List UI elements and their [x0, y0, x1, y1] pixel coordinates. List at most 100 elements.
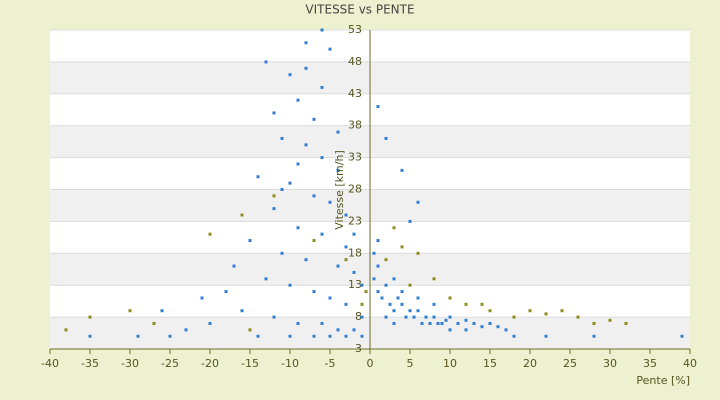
point: [64, 328, 68, 332]
point: [248, 239, 252, 243]
point: [372, 277, 376, 281]
point: [280, 251, 284, 255]
point: [432, 277, 436, 281]
point: [296, 98, 300, 102]
point: [320, 232, 324, 236]
point: [360, 302, 364, 306]
point: [448, 315, 452, 319]
plot-area: 38131823283338434853-40-35-30-25-20-15-1…: [41, 23, 697, 370]
point: [336, 264, 340, 268]
x-tick-label: -10: [281, 357, 299, 370]
point: [464, 328, 468, 332]
point: [320, 156, 324, 160]
point: [624, 321, 628, 325]
point: [380, 296, 384, 300]
point: [392, 277, 396, 281]
point: [312, 239, 316, 243]
point: [288, 73, 292, 77]
point: [312, 290, 316, 294]
point: [488, 309, 492, 313]
point: [248, 328, 252, 332]
point: [376, 264, 380, 268]
point: [304, 143, 308, 147]
point: [400, 168, 404, 172]
point: [264, 60, 268, 64]
point: [392, 226, 396, 230]
point: [296, 321, 300, 325]
point: [320, 28, 324, 32]
point: [376, 105, 380, 109]
point: [480, 302, 484, 306]
point: [416, 200, 420, 204]
point: [416, 296, 420, 300]
point: [384, 315, 388, 319]
point: [504, 328, 508, 332]
point: [352, 232, 356, 236]
point: [488, 321, 492, 325]
point: [372, 251, 376, 255]
chart-title: VITESSE vs PENTE: [305, 3, 414, 17]
point: [184, 328, 188, 332]
point: [416, 309, 420, 313]
point: [272, 315, 276, 319]
point: [320, 321, 324, 325]
point: [344, 258, 348, 262]
point: [544, 312, 548, 316]
point: [256, 175, 260, 179]
point: [280, 188, 284, 191]
point: [416, 251, 420, 255]
point: [592, 321, 596, 325]
point: [280, 136, 284, 140]
y-axis-label: Vitesse [km/h]: [333, 150, 346, 230]
x-tick-label: 0: [367, 357, 374, 370]
point: [464, 302, 468, 306]
point: [496, 325, 500, 329]
point: [428, 321, 432, 325]
x-tick-label: -35: [81, 357, 99, 370]
point: [472, 321, 476, 325]
point: [344, 245, 348, 249]
point: [436, 321, 440, 325]
point: [400, 302, 404, 306]
point: [392, 321, 396, 325]
point: [448, 296, 452, 300]
point: [272, 111, 276, 115]
point: [408, 219, 412, 223]
point: [448, 328, 452, 332]
point: [344, 213, 348, 217]
y-tick-label: 23: [348, 214, 362, 227]
point: [168, 334, 172, 338]
point: [288, 283, 292, 287]
point: [384, 258, 388, 262]
point: [336, 130, 340, 134]
point: [304, 66, 308, 70]
point: [152, 321, 156, 325]
point: [320, 85, 324, 89]
x-tick-label: 20: [523, 357, 537, 370]
point: [288, 181, 292, 185]
point: [264, 277, 268, 281]
x-tick-label: -20: [201, 357, 219, 370]
point: [608, 318, 612, 322]
point: [200, 296, 204, 300]
x-tick-label: 15: [483, 357, 497, 370]
point: [272, 194, 276, 198]
point: [444, 318, 448, 322]
y-tick-label: 53: [348, 23, 362, 36]
y-tick-label: 28: [348, 183, 362, 196]
y-tick-label: 8: [355, 310, 362, 323]
point: [312, 194, 316, 198]
x-tick-label: 5: [407, 357, 414, 370]
x-tick-label: 30: [603, 357, 617, 370]
x-tick-label: -40: [41, 357, 59, 370]
point: [408, 309, 412, 313]
x-tick-label: 10: [443, 357, 457, 370]
point: [336, 168, 340, 172]
point: [432, 315, 436, 319]
x-tick-label: 35: [643, 357, 657, 370]
point: [296, 162, 300, 166]
point: [528, 309, 532, 313]
x-tick-label: -30: [121, 357, 139, 370]
y-tick-label: 48: [348, 55, 362, 68]
point: [352, 270, 356, 274]
